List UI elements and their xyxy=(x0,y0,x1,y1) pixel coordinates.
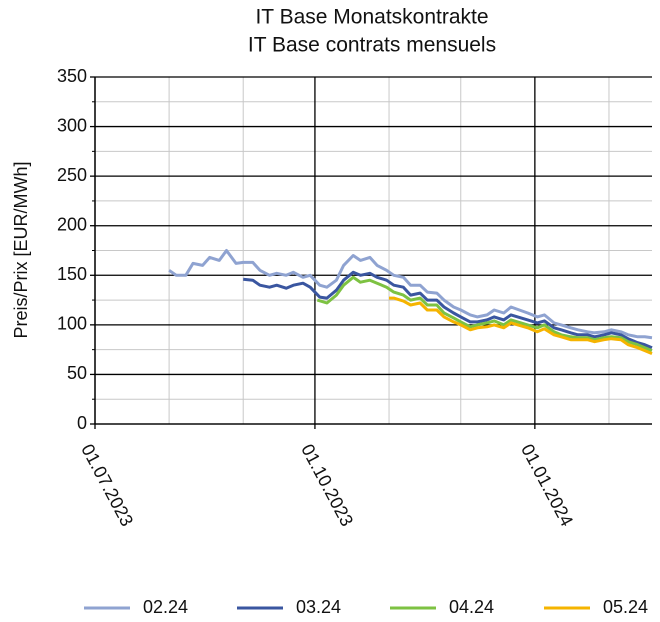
y-axis-label: Preis/Prix [EUR/MWh] xyxy=(11,161,31,338)
y-tick-label: 200 xyxy=(57,214,87,234)
y-tick-label: 0 xyxy=(77,413,87,433)
x-tick-label: 01.07.2023 xyxy=(77,441,137,530)
series-line xyxy=(316,275,653,352)
legend-label: 02.24 xyxy=(143,597,188,617)
x-tick-label: 01.01.2024 xyxy=(517,441,577,530)
y-tick-label: 100 xyxy=(57,314,87,334)
series-line xyxy=(389,296,653,355)
y-tick-label: 350 xyxy=(57,66,87,86)
y-tick-label: 50 xyxy=(67,363,87,383)
legend-label: 03.24 xyxy=(296,597,341,617)
y-tick-label: 150 xyxy=(57,264,87,284)
x-tick-label: 01.10.2023 xyxy=(297,441,357,530)
legend-label: 05.24 xyxy=(603,597,648,617)
y-tick-label: 300 xyxy=(57,115,87,135)
chart-subtitle: IT Base contrats mensuels xyxy=(248,34,496,57)
legend-label: 04.24 xyxy=(449,597,494,617)
y-tick-label: 250 xyxy=(57,165,87,185)
chart-title: IT Base Monatskontrakte xyxy=(255,6,488,29)
series-line xyxy=(168,249,653,340)
series-line xyxy=(243,270,653,350)
